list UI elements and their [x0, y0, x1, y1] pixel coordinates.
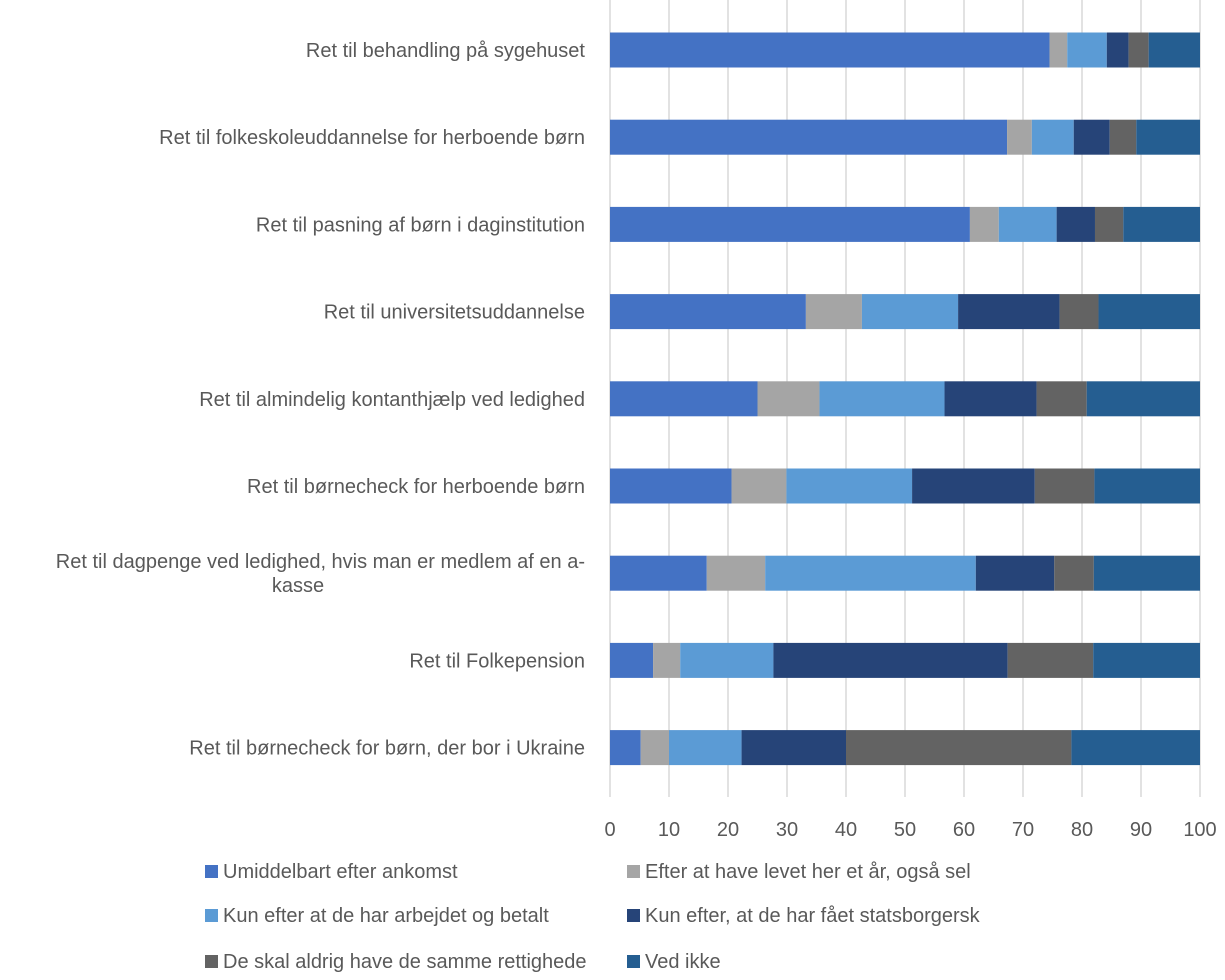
- x-tick-label: 60: [953, 819, 975, 841]
- legend-label: De skal aldrig have de samme rettighede: [223, 951, 587, 973]
- x-tick-label: 10: [658, 819, 680, 841]
- legend-label: Umiddelbart efter ankomst: [223, 861, 458, 883]
- legend-label: Ved ikke: [645, 951, 721, 973]
- bar-segment: [819, 381, 945, 417]
- bar-segment: [786, 468, 913, 504]
- bars: [610, 32, 1200, 766]
- x-tick-label: 100: [1183, 819, 1216, 841]
- bar-segment: [1093, 642, 1200, 678]
- bar-segment: [1067, 32, 1107, 68]
- x-axis-tick-labels: 0 10 20 30 40 50 60 70 80 90 100: [604, 819, 1216, 841]
- legend-label: Kun efter, at de har fået statsborgersk: [645, 905, 981, 927]
- category-label: Ret til universitetsuddannelse: [324, 302, 585, 324]
- category-labels: Ret til behandling på sygehuset Ret til f…: [56, 40, 586, 760]
- bar-segment: [1136, 119, 1200, 155]
- bar-segment: [773, 642, 1008, 678]
- x-tick-label: 30: [776, 819, 798, 841]
- bar-segment: [1059, 294, 1099, 330]
- bar-segment: [1036, 381, 1087, 417]
- category-label: Ret til børnecheck for herboende børn: [247, 476, 585, 498]
- legend-swatch: [205, 865, 218, 878]
- bar-segment: [610, 32, 1050, 68]
- category-label: Ret til dagpenge ved ledighed, hvis man …: [56, 551, 585, 573]
- bar-segment: [1093, 555, 1200, 591]
- bar-segment: [1054, 555, 1094, 591]
- legend-swatch: [205, 955, 218, 968]
- bar-segment: [610, 206, 970, 242]
- bar-segment: [610, 642, 654, 678]
- x-tick-label: 40: [835, 819, 857, 841]
- bar-segment: [975, 555, 1055, 591]
- x-tick-label: 20: [717, 819, 739, 841]
- bar-segment: [610, 381, 758, 417]
- bar-segment: [1109, 119, 1137, 155]
- category-label: Ret til pasning af børn i daginstitution: [256, 214, 585, 236]
- bar-segment: [1094, 468, 1200, 504]
- bar-segment: [1007, 119, 1032, 155]
- bar-segment: [741, 730, 846, 766]
- bar-segment: [861, 294, 959, 330]
- bar-segment: [1128, 32, 1149, 68]
- bar-segment: [653, 642, 681, 678]
- x-tick-label: 0: [604, 819, 615, 841]
- bar-segment: [680, 642, 774, 678]
- bar-segment: [1106, 32, 1129, 68]
- bar-segment: [1031, 119, 1074, 155]
- bar-segment: [1034, 468, 1095, 504]
- bar-segment: [1007, 642, 1094, 678]
- legend-label: Efter at have levet her et år, også sel: [645, 861, 971, 883]
- bar-segment: [1073, 119, 1110, 155]
- legend-swatch: [627, 955, 640, 968]
- bar-segment: [610, 555, 707, 591]
- bar-segment: [731, 468, 787, 504]
- x-tick-label: 90: [1130, 819, 1152, 841]
- bar-segment: [610, 730, 641, 766]
- bar-segment: [669, 730, 742, 766]
- bar-segment: [1098, 294, 1200, 330]
- bar-segment: [610, 119, 1008, 155]
- bar-segment: [757, 381, 820, 417]
- bar-segment: [958, 294, 1060, 330]
- bar-segment: [998, 206, 1057, 242]
- category-label: Ret til Folkepension: [409, 650, 585, 672]
- category-label: Ret til folkeskoleuddannelse for herboen…: [159, 127, 585, 149]
- category-label: Ret til almindelig kontanthjælp ved ledi…: [199, 389, 585, 411]
- bar-segment: [1071, 730, 1200, 766]
- bar-segment: [1056, 206, 1095, 242]
- category-label: kasse: [272, 575, 324, 597]
- bar-segment: [1123, 206, 1200, 242]
- bar-segment: [846, 730, 1072, 766]
- legend: Umiddelbart efter ankomst Efter at have l…: [205, 861, 981, 973]
- x-tick-label: 70: [1012, 819, 1034, 841]
- bar-segment: [969, 206, 999, 242]
- bar-segment: [1094, 206, 1124, 242]
- legend-label: Kun efter at de har arbejdet og betalt: [223, 905, 549, 927]
- bar-segment: [610, 294, 806, 330]
- bar-segment: [640, 730, 669, 766]
- bar-segment: [944, 381, 1037, 417]
- bar-segment: [706, 555, 766, 591]
- x-tick-label: 50: [894, 819, 916, 841]
- bar-segment: [1086, 381, 1200, 417]
- bar-segment: [1049, 32, 1068, 68]
- legend-swatch: [205, 909, 218, 922]
- bar-segment: [1148, 32, 1200, 68]
- category-label: Ret til behandling på sygehuset: [306, 40, 586, 62]
- bar-segment: [765, 555, 976, 591]
- legend-swatch: [627, 909, 640, 922]
- bar-segment: [912, 468, 1035, 504]
- bar-segment: [610, 468, 732, 504]
- legend-swatch: [627, 865, 640, 878]
- bar-segment: [805, 294, 862, 330]
- category-label: Ret til børnecheck for børn, der bor i U…: [189, 738, 585, 760]
- x-tick-label: 80: [1071, 819, 1093, 841]
